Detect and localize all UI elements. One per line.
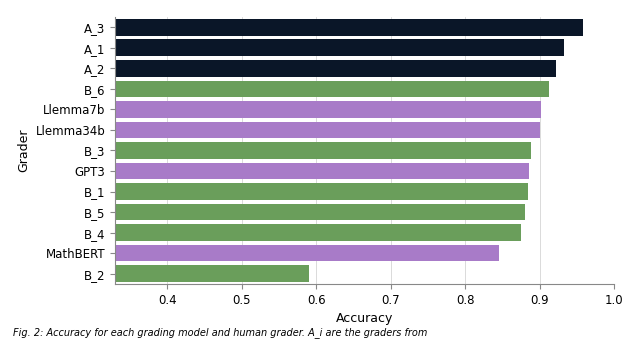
Bar — [0, 39, 564, 56]
Y-axis label: Grader: Grader — [17, 129, 30, 172]
X-axis label: Accuracy: Accuracy — [336, 312, 394, 325]
Bar — [0, 142, 531, 159]
Bar — [0, 203, 525, 221]
Bar — [0, 121, 540, 139]
Bar — [0, 265, 309, 282]
Bar — [0, 60, 556, 77]
Bar — [0, 224, 521, 241]
Bar — [0, 19, 583, 36]
Bar — [0, 101, 541, 118]
Bar — [0, 245, 499, 262]
Text: Fig. 2: Accuracy for each grading model and human grader. A_i are the graders fr: Fig. 2: Accuracy for each grading model … — [13, 327, 427, 338]
Bar — [0, 183, 528, 200]
Bar — [0, 162, 529, 180]
Bar — [0, 80, 549, 97]
